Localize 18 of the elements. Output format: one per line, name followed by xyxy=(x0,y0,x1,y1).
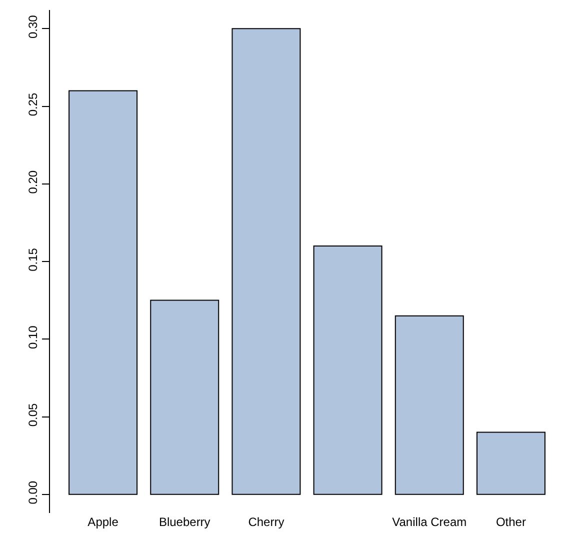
x-tick-label: Cherry xyxy=(248,515,284,529)
y-tick-label: 0.15 xyxy=(26,248,40,272)
bar xyxy=(476,432,546,495)
bar xyxy=(68,90,138,495)
y-tick-label: 0.20 xyxy=(26,170,40,194)
bar xyxy=(150,300,220,495)
x-tick-label: Vanilla Cream xyxy=(392,515,467,529)
bar xyxy=(394,315,464,495)
y-tick-label: 0.30 xyxy=(26,14,40,39)
bar xyxy=(232,28,301,495)
y-tick-label: 0.05 xyxy=(26,402,40,427)
x-tick-label: Apple xyxy=(88,515,119,529)
y-tick-label: 0.10 xyxy=(26,325,40,349)
y-tick-label: 0.25 xyxy=(26,92,40,116)
y-tick-label: 0.00 xyxy=(26,480,40,504)
x-tick-label: Other xyxy=(496,515,526,529)
bar xyxy=(313,245,382,495)
x-tick-label: Blueberry xyxy=(158,515,210,529)
